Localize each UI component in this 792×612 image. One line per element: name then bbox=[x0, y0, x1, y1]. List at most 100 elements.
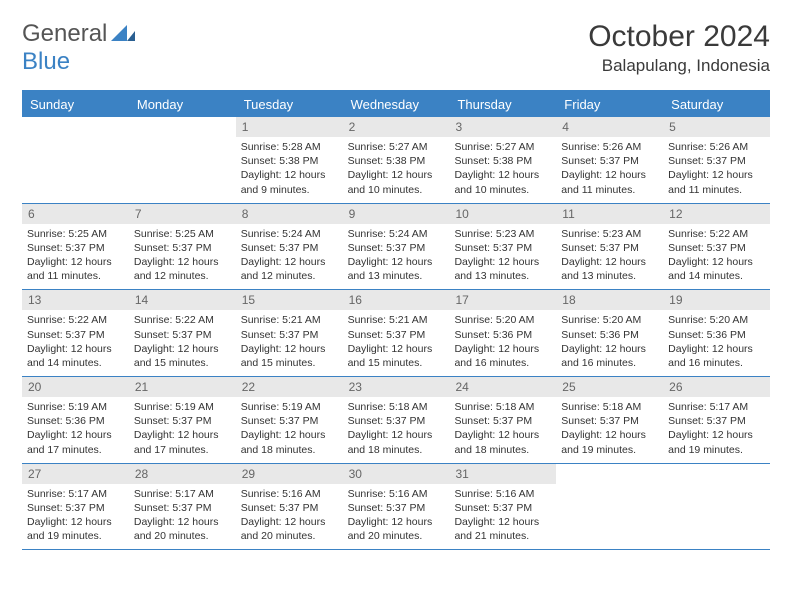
day-body: Sunrise: 5:26 AMSunset: 5:37 PMDaylight:… bbox=[556, 137, 663, 203]
day-number: 14 bbox=[129, 290, 236, 310]
day-7: 7Sunrise: 5:25 AMSunset: 5:37 PMDaylight… bbox=[129, 204, 236, 290]
day-body: Sunrise: 5:22 AMSunset: 5:37 PMDaylight:… bbox=[22, 310, 129, 376]
day-body: Sunrise: 5:24 AMSunset: 5:37 PMDaylight:… bbox=[343, 224, 450, 290]
day-8: 8Sunrise: 5:24 AMSunset: 5:37 PMDaylight… bbox=[236, 204, 343, 290]
day-17: 17Sunrise: 5:20 AMSunset: 5:36 PMDayligh… bbox=[449, 290, 556, 376]
day-number: 18 bbox=[556, 290, 663, 310]
day-body: Sunrise: 5:16 AMSunset: 5:37 PMDaylight:… bbox=[236, 484, 343, 550]
day-body: Sunrise: 5:26 AMSunset: 5:37 PMDaylight:… bbox=[663, 137, 770, 203]
day-22: 22Sunrise: 5:19 AMSunset: 5:37 PMDayligh… bbox=[236, 377, 343, 463]
day-number: 25 bbox=[556, 377, 663, 397]
day-29: 29Sunrise: 5:16 AMSunset: 5:37 PMDayligh… bbox=[236, 464, 343, 550]
day-6: 6Sunrise: 5:25 AMSunset: 5:37 PMDaylight… bbox=[22, 204, 129, 290]
day-number-empty bbox=[556, 464, 663, 484]
day-body: Sunrise: 5:25 AMSunset: 5:37 PMDaylight:… bbox=[22, 224, 129, 290]
day-body: Sunrise: 5:20 AMSunset: 5:36 PMDaylight:… bbox=[449, 310, 556, 376]
day-number: 6 bbox=[22, 204, 129, 224]
dow-monday: Monday bbox=[129, 92, 236, 117]
day-25: 25Sunrise: 5:18 AMSunset: 5:37 PMDayligh… bbox=[556, 377, 663, 463]
day-1: 1Sunrise: 5:28 AMSunset: 5:38 PMDaylight… bbox=[236, 117, 343, 203]
day-empty bbox=[129, 117, 236, 203]
day-number: 2 bbox=[343, 117, 450, 137]
day-body: Sunrise: 5:23 AMSunset: 5:37 PMDaylight:… bbox=[449, 224, 556, 290]
day-body: Sunrise: 5:24 AMSunset: 5:37 PMDaylight:… bbox=[236, 224, 343, 290]
title-block: October 2024 Balapulang, Indonesia bbox=[588, 20, 770, 76]
month-title: October 2024 bbox=[588, 20, 770, 54]
logo-text-1: General bbox=[22, 20, 107, 47]
dow-tuesday: Tuesday bbox=[236, 92, 343, 117]
dow-saturday: Saturday bbox=[663, 92, 770, 117]
day-number: 20 bbox=[22, 377, 129, 397]
calendar: SundayMondayTuesdayWednesdayThursdayFrid… bbox=[22, 90, 770, 550]
dow-friday: Friday bbox=[556, 92, 663, 117]
day-number: 27 bbox=[22, 464, 129, 484]
week-row: 27Sunrise: 5:17 AMSunset: 5:37 PMDayligh… bbox=[22, 464, 770, 551]
day-number: 15 bbox=[236, 290, 343, 310]
logo-text-2: Blue bbox=[22, 48, 70, 75]
dow-wednesday: Wednesday bbox=[343, 92, 450, 117]
day-body: Sunrise: 5:21 AMSunset: 5:37 PMDaylight:… bbox=[236, 310, 343, 376]
day-number: 17 bbox=[449, 290, 556, 310]
logo: GeneralBlue bbox=[22, 20, 137, 76]
logo-mark-icon bbox=[111, 20, 137, 47]
day-number: 19 bbox=[663, 290, 770, 310]
week-row: 1Sunrise: 5:28 AMSunset: 5:38 PMDaylight… bbox=[22, 117, 770, 204]
week-row: 20Sunrise: 5:19 AMSunset: 5:36 PMDayligh… bbox=[22, 377, 770, 464]
day-3: 3Sunrise: 5:27 AMSunset: 5:38 PMDaylight… bbox=[449, 117, 556, 203]
header: GeneralBlue October 2024 Balapulang, Ind… bbox=[22, 20, 770, 76]
day-10: 10Sunrise: 5:23 AMSunset: 5:37 PMDayligh… bbox=[449, 204, 556, 290]
day-body: Sunrise: 5:20 AMSunset: 5:36 PMDaylight:… bbox=[556, 310, 663, 376]
day-empty bbox=[663, 464, 770, 550]
day-18: 18Sunrise: 5:20 AMSunset: 5:36 PMDayligh… bbox=[556, 290, 663, 376]
day-number: 3 bbox=[449, 117, 556, 137]
day-number: 5 bbox=[663, 117, 770, 137]
day-14: 14Sunrise: 5:22 AMSunset: 5:37 PMDayligh… bbox=[129, 290, 236, 376]
day-body: Sunrise: 5:16 AMSunset: 5:37 PMDaylight:… bbox=[449, 484, 556, 550]
day-body: Sunrise: 5:19 AMSunset: 5:37 PMDaylight:… bbox=[129, 397, 236, 463]
day-number: 22 bbox=[236, 377, 343, 397]
day-number: 9 bbox=[343, 204, 450, 224]
day-number: 8 bbox=[236, 204, 343, 224]
day-number: 21 bbox=[129, 377, 236, 397]
day-number: 31 bbox=[449, 464, 556, 484]
day-body: Sunrise: 5:17 AMSunset: 5:37 PMDaylight:… bbox=[22, 484, 129, 550]
day-number: 4 bbox=[556, 117, 663, 137]
week-row: 6Sunrise: 5:25 AMSunset: 5:37 PMDaylight… bbox=[22, 204, 770, 291]
day-11: 11Sunrise: 5:23 AMSunset: 5:37 PMDayligh… bbox=[556, 204, 663, 290]
dow-thursday: Thursday bbox=[449, 92, 556, 117]
day-31: 31Sunrise: 5:16 AMSunset: 5:37 PMDayligh… bbox=[449, 464, 556, 550]
day-number: 28 bbox=[129, 464, 236, 484]
day-number: 12 bbox=[663, 204, 770, 224]
day-5: 5Sunrise: 5:26 AMSunset: 5:37 PMDaylight… bbox=[663, 117, 770, 203]
day-number-empty bbox=[129, 117, 236, 137]
day-number: 10 bbox=[449, 204, 556, 224]
day-19: 19Sunrise: 5:20 AMSunset: 5:36 PMDayligh… bbox=[663, 290, 770, 376]
day-number: 7 bbox=[129, 204, 236, 224]
day-21: 21Sunrise: 5:19 AMSunset: 5:37 PMDayligh… bbox=[129, 377, 236, 463]
location-subtitle: Balapulang, Indonesia bbox=[588, 56, 770, 76]
day-body: Sunrise: 5:18 AMSunset: 5:37 PMDaylight:… bbox=[556, 397, 663, 463]
day-number: 13 bbox=[22, 290, 129, 310]
day-body: Sunrise: 5:18 AMSunset: 5:37 PMDaylight:… bbox=[343, 397, 450, 463]
weeks-container: 1Sunrise: 5:28 AMSunset: 5:38 PMDaylight… bbox=[22, 117, 770, 550]
day-body: Sunrise: 5:22 AMSunset: 5:37 PMDaylight:… bbox=[129, 310, 236, 376]
day-body: Sunrise: 5:27 AMSunset: 5:38 PMDaylight:… bbox=[343, 137, 450, 203]
day-body: Sunrise: 5:19 AMSunset: 5:37 PMDaylight:… bbox=[236, 397, 343, 463]
day-number: 26 bbox=[663, 377, 770, 397]
day-number: 1 bbox=[236, 117, 343, 137]
day-body: Sunrise: 5:17 AMSunset: 5:37 PMDaylight:… bbox=[663, 397, 770, 463]
day-number: 30 bbox=[343, 464, 450, 484]
day-body: Sunrise: 5:21 AMSunset: 5:37 PMDaylight:… bbox=[343, 310, 450, 376]
day-number-empty bbox=[22, 117, 129, 137]
day-13: 13Sunrise: 5:22 AMSunset: 5:37 PMDayligh… bbox=[22, 290, 129, 376]
day-number-empty bbox=[663, 464, 770, 484]
day-number: 11 bbox=[556, 204, 663, 224]
day-16: 16Sunrise: 5:21 AMSunset: 5:37 PMDayligh… bbox=[343, 290, 450, 376]
day-12: 12Sunrise: 5:22 AMSunset: 5:37 PMDayligh… bbox=[663, 204, 770, 290]
day-27: 27Sunrise: 5:17 AMSunset: 5:37 PMDayligh… bbox=[22, 464, 129, 550]
day-body: Sunrise: 5:18 AMSunset: 5:37 PMDaylight:… bbox=[449, 397, 556, 463]
day-24: 24Sunrise: 5:18 AMSunset: 5:37 PMDayligh… bbox=[449, 377, 556, 463]
day-body: Sunrise: 5:19 AMSunset: 5:36 PMDaylight:… bbox=[22, 397, 129, 463]
day-body: Sunrise: 5:17 AMSunset: 5:37 PMDaylight:… bbox=[129, 484, 236, 550]
day-number: 23 bbox=[343, 377, 450, 397]
